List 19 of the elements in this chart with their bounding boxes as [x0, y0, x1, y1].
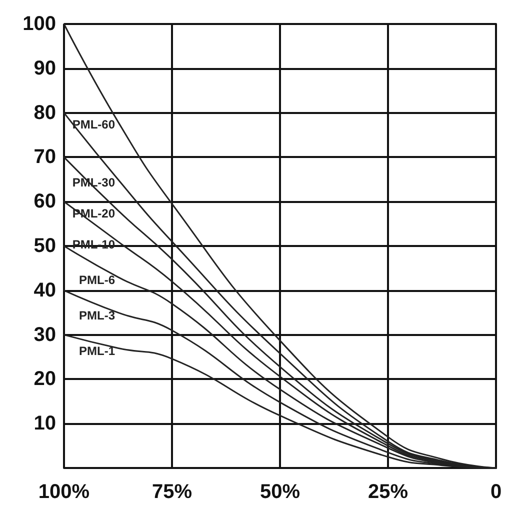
y-tick-label: 90 — [34, 57, 56, 80]
y-tick-label: 20 — [34, 368, 56, 390]
x-tick-label: 100% — [38, 481, 90, 503]
y-tick-label: 40 — [34, 279, 56, 302]
y-tick-label: 70 — [34, 146, 56, 168]
series-label: PML-3 — [79, 308, 116, 323]
series-label: PML-6 — [79, 273, 116, 288]
y-tick-label: 80 — [34, 102, 56, 124]
series-label: PML-1 — [79, 344, 116, 358]
y-tick-label: 30 — [34, 324, 56, 346]
series-label: PML-60 — [72, 118, 116, 132]
x-tick-label: 75% — [152, 481, 192, 503]
y-tick-label: 50 — [34, 235, 56, 257]
y-tick-label: 100 — [22, 13, 56, 35]
x-tick-label: 0 — [490, 481, 502, 503]
y-tick-label: 60 — [34, 190, 56, 213]
y-tick-label: 10 — [34, 412, 56, 435]
x-tick-label: 50% — [260, 481, 300, 503]
x-tick-label: 25% — [368, 481, 408, 503]
